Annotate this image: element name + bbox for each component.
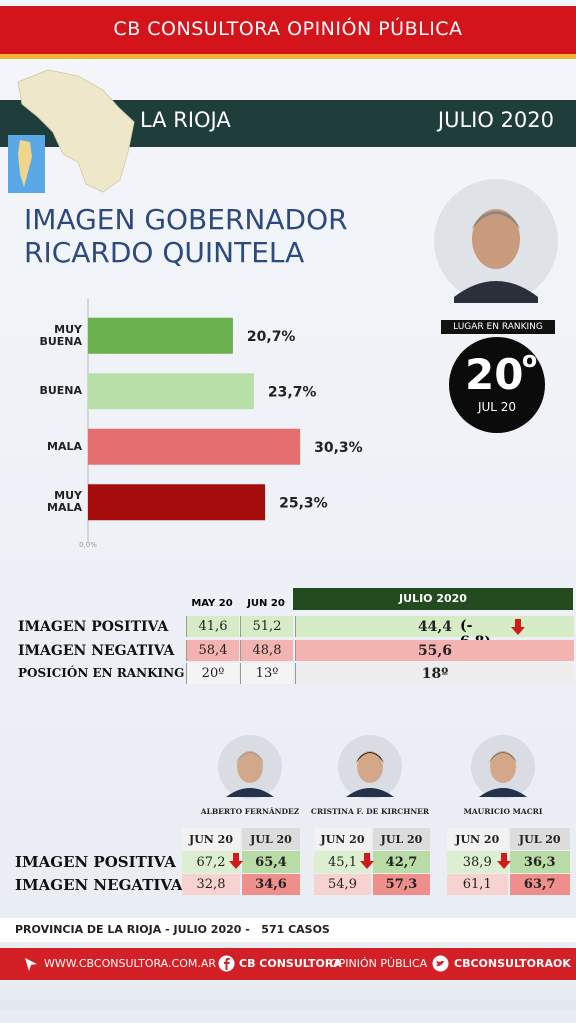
column-header: JUN 20	[447, 828, 508, 850]
bar	[88, 428, 301, 465]
category-label: MUY MALA	[47, 489, 82, 515]
table-cell: 13º	[240, 663, 293, 684]
subject-line: IMAGEN GOBERNADOR	[24, 203, 348, 236]
category-label: MUY BUENA	[39, 322, 82, 348]
footer-band	[0, 948, 576, 980]
map-inset-country	[18, 140, 32, 187]
row-label: IMAGEN POSITIVA	[18, 619, 169, 635]
column-header: JUN 20	[247, 598, 285, 609]
column-header: JUL 20	[509, 828, 570, 850]
bar	[88, 373, 254, 410]
bar	[88, 484, 266, 521]
ranking-badge	[449, 337, 545, 433]
web-icon	[25, 958, 37, 971]
leader-name: ALBERTO FERNÁNDEZ	[200, 807, 300, 816]
table-cell: 34,6	[242, 874, 300, 895]
facebook-light[interactable]: OPINIÓN PÚBLICA	[330, 957, 428, 970]
twitter-icon	[432, 955, 449, 972]
table-cell: 45,1	[314, 851, 371, 873]
bar	[88, 317, 233, 354]
table-cell: 67,2	[182, 851, 240, 873]
subject-line: RICARDO QUINTELA	[24, 236, 305, 269]
table-cell: 51,2	[240, 616, 293, 637]
category-label: BUENA	[39, 384, 82, 398]
column-header: JUL 20	[373, 828, 430, 850]
table-cell: 20º	[186, 663, 239, 684]
table-cell: 48,8	[240, 640, 293, 661]
table-cell: 65,4	[242, 851, 300, 873]
leader-name: MAURICIO MACRI	[463, 807, 543, 816]
column-header: JUN 20	[182, 828, 240, 850]
table-cell: 36,3	[509, 851, 570, 873]
table-cell: 55,6	[295, 640, 574, 661]
table-cell: 18º	[295, 663, 574, 684]
ranking-position: 20	[465, 350, 524, 399]
row-label: IMAGEN NEGATIVA	[15, 876, 183, 894]
facebook-icon	[218, 955, 235, 972]
chart-labels: MUY BUENA BUENA MALA MUY MALA	[0, 290, 576, 560]
value-label: 20,7%	[247, 329, 296, 345]
chart: 0,0% 20,7% 23,7% 30,3% 25,3%	[79, 298, 363, 549]
down-arrow	[229, 853, 243, 869]
table-header-highlight	[293, 588, 573, 610]
map-province	[17, 69, 135, 193]
value-label: 25,3%	[279, 495, 328, 511]
region: LA RIOJA	[140, 108, 231, 132]
column-header: JUN 20	[314, 828, 371, 850]
down-arrow	[511, 619, 525, 635]
value-label: 23,7%	[268, 384, 317, 400]
down-arrow	[360, 853, 374, 869]
row-label: POSICIÓN EN RANKING	[18, 666, 185, 680]
ranking-date: JUL 20	[477, 400, 517, 414]
leader-photo	[218, 735, 282, 799]
table-cell: 63,7	[509, 874, 570, 895]
leader-photo	[338, 735, 402, 799]
table-cell: 44,4	[295, 616, 574, 637]
value-label: 30,3%	[314, 440, 363, 456]
header-title: CB CONSULTORA OPINIÓN PÚBLICA	[113, 18, 463, 40]
column-header: JULIO 2020	[399, 592, 467, 605]
column-header: JUL 20	[242, 828, 300, 850]
twitter[interactable]: CBCONSULTORAOK	[454, 957, 571, 970]
header-band	[0, 6, 576, 59]
table-cell: 41,6	[186, 616, 239, 637]
table-cell: 32,8	[182, 874, 240, 895]
down-arrow	[496, 853, 511, 869]
x-tick-label: 0,0%	[79, 541, 97, 549]
leader-photo	[471, 735, 535, 799]
footer-note-band	[0, 918, 576, 942]
date: JULIO 2020	[437, 108, 554, 132]
category-label: MALA	[47, 439, 82, 453]
ranking-ordinal: o	[522, 348, 538, 373]
bottom-stripe	[0, 1000, 576, 1010]
table-cell: 61,1	[447, 874, 508, 895]
table-cell: 57,3	[373, 874, 430, 895]
ranking-label: LUGAR EN RANKING	[441, 320, 555, 334]
table-cell: 58,4	[186, 640, 239, 661]
row-label: IMAGEN POSITIVA	[15, 853, 176, 871]
website[interactable]: WWW.CBCONSULTORA.COM.AR	[44, 957, 217, 970]
governor-photo	[434, 179, 558, 303]
table-cell: 54,9	[314, 874, 371, 895]
row-label: IMAGEN NEGATIVA	[18, 643, 175, 659]
leader-name: CRISTINA F. DE KIRCHNER	[310, 807, 430, 816]
facebook-bold[interactable]: CB CONSULTORA	[239, 957, 342, 970]
column-header: MAY 20	[191, 598, 233, 609]
map	[8, 69, 135, 193]
table-cell: 42,7	[373, 851, 430, 873]
table-cell: 38,9	[447, 851, 508, 873]
footer-note: PROVINCIA DE LA RIOJA - JULIO 2020 - 571…	[15, 923, 330, 936]
